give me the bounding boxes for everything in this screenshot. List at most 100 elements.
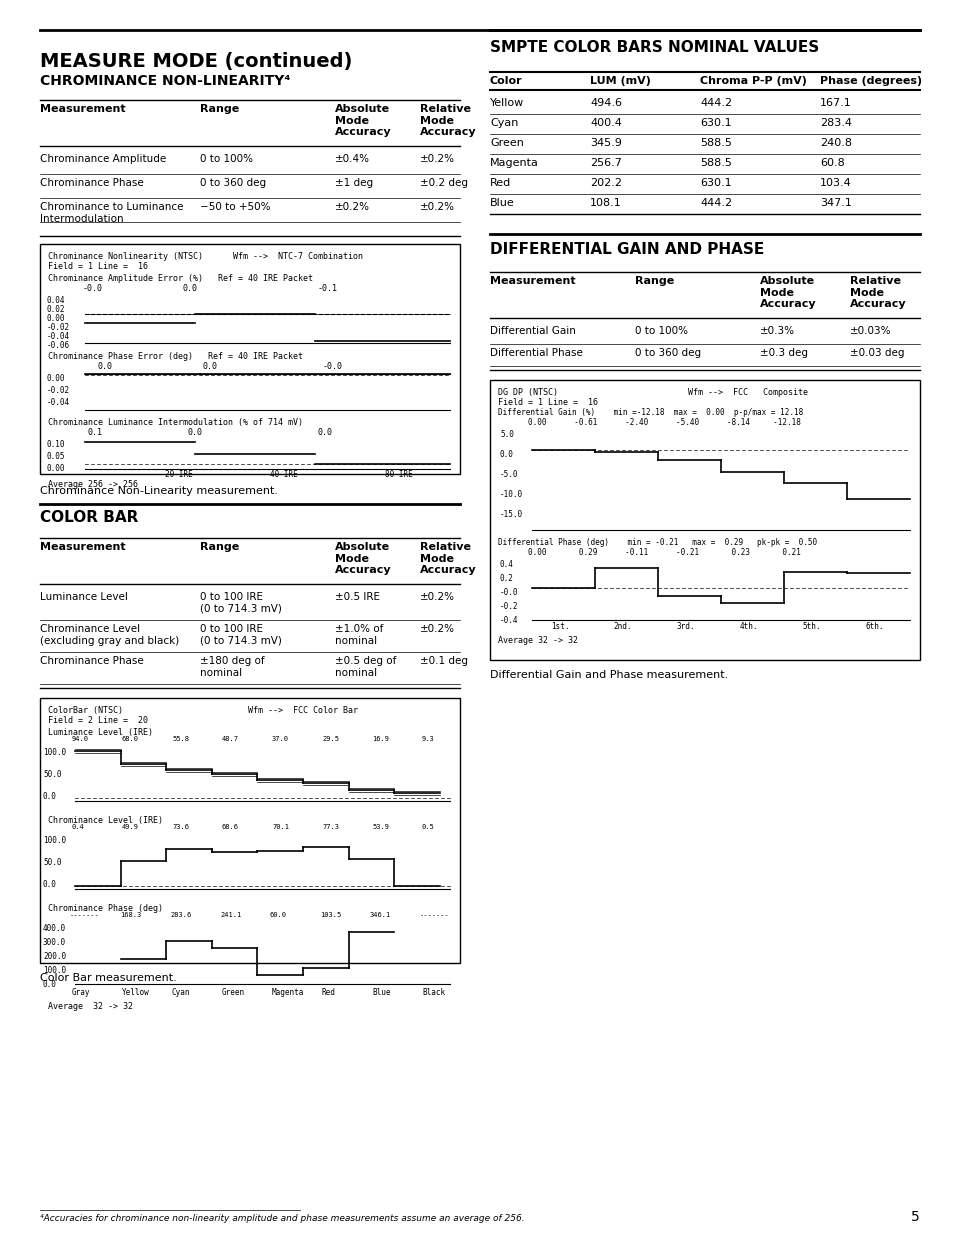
Text: 68.6: 68.6: [222, 824, 239, 830]
Text: Green: Green: [222, 988, 245, 997]
Text: 0.00       0.29      -0.11      -0.21       0.23       0.21: 0.00 0.29 -0.11 -0.21 0.23 0.21: [527, 548, 800, 557]
Text: ±0.3%: ±0.3%: [760, 326, 794, 336]
Text: ±0.03 deg: ±0.03 deg: [849, 348, 903, 358]
Text: MEASURE MODE (continued): MEASURE MODE (continued): [40, 52, 352, 70]
Text: ±0.2 deg: ±0.2 deg: [419, 178, 468, 188]
Text: 0 to 100%: 0 to 100%: [635, 326, 687, 336]
Text: ±0.3 deg: ±0.3 deg: [760, 348, 807, 358]
Text: Chrominance to Luminance
Intermodulation: Chrominance to Luminance Intermodulation: [40, 203, 183, 224]
Text: ±0.2%: ±0.2%: [419, 624, 455, 634]
Text: Red: Red: [322, 988, 335, 997]
Text: 0.0: 0.0: [317, 429, 333, 437]
Text: ±0.5 IRE: ±0.5 IRE: [335, 592, 379, 601]
Text: Red: Red: [490, 178, 511, 188]
Text: Relative
Mode
Accuracy: Relative Mode Accuracy: [419, 104, 476, 137]
Text: Chroma P-P (mV): Chroma P-P (mV): [700, 77, 806, 86]
Text: Differential Gain (%)    min =-12.18  max =  0.00  p-p/max = 12.18: Differential Gain (%) min =-12.18 max = …: [497, 408, 802, 417]
Text: Average  32 -> 32: Average 32 -> 32: [48, 1002, 132, 1011]
Text: 444.2: 444.2: [700, 98, 731, 107]
Text: 0.2: 0.2: [499, 574, 514, 583]
Text: Blue: Blue: [372, 988, 390, 997]
Text: -0.2: -0.2: [499, 601, 518, 611]
Text: 5.0: 5.0: [499, 430, 514, 438]
Text: 300.0: 300.0: [43, 939, 66, 947]
Text: 103.5: 103.5: [319, 911, 341, 918]
Text: 2nd.: 2nd.: [614, 622, 632, 631]
Text: Luminance Level (IRE): Luminance Level (IRE): [48, 727, 152, 737]
Text: 0.4: 0.4: [499, 559, 514, 569]
Text: 5th.: 5th.: [802, 622, 821, 631]
Text: 16.9: 16.9: [372, 736, 389, 742]
Text: 20 IRE: 20 IRE: [165, 471, 193, 479]
Text: 48.7: 48.7: [222, 736, 239, 742]
Text: 588.5: 588.5: [700, 138, 731, 148]
Text: -0.04: -0.04: [47, 398, 71, 408]
Text: -------: -------: [70, 911, 100, 918]
Text: 103.4: 103.4: [820, 178, 851, 188]
Text: Wfm -->  NTC-7 Combination: Wfm --> NTC-7 Combination: [233, 252, 363, 261]
Text: 80 IRE: 80 IRE: [385, 471, 413, 479]
Text: 37.0: 37.0: [272, 736, 289, 742]
Text: Differential Gain: Differential Gain: [490, 326, 576, 336]
Text: 9.3: 9.3: [421, 736, 435, 742]
Text: 0 to 100 IRE
(0 to 714.3 mV): 0 to 100 IRE (0 to 714.3 mV): [200, 592, 281, 614]
Text: -0.02: -0.02: [47, 387, 71, 395]
Text: 444.2: 444.2: [700, 198, 731, 207]
Text: Chrominance Luminance Intermodulation (% of 714 mV): Chrominance Luminance Intermodulation (%…: [48, 417, 303, 427]
Text: 73.6: 73.6: [172, 824, 189, 830]
Text: 0.00: 0.00: [47, 464, 66, 473]
Text: 50.0: 50.0: [43, 858, 61, 867]
Text: -0.4: -0.4: [499, 616, 518, 625]
Text: 0.05: 0.05: [47, 452, 66, 461]
Text: ±1.0% of
nominal: ±1.0% of nominal: [335, 624, 383, 646]
Text: 0.02: 0.02: [47, 305, 66, 314]
Text: 0.0: 0.0: [183, 284, 198, 293]
Text: ±0.2%: ±0.2%: [419, 154, 455, 164]
Text: ±0.03%: ±0.03%: [849, 326, 890, 336]
Text: Wfm -->  FCC Color Bar: Wfm --> FCC Color Bar: [248, 706, 357, 715]
Text: -15.0: -15.0: [499, 510, 522, 519]
Text: -0.04: -0.04: [47, 332, 71, 341]
Text: Chrominance Amplitude: Chrominance Amplitude: [40, 154, 166, 164]
Text: 0.5: 0.5: [421, 824, 435, 830]
Text: Field = 1 Line =  16: Field = 1 Line = 16: [497, 398, 598, 408]
Text: COLOR BAR: COLOR BAR: [40, 510, 138, 525]
Text: Magenta: Magenta: [490, 158, 538, 168]
Text: 400.0: 400.0: [43, 924, 66, 932]
Text: Chrominance Non-Linearity measurement.: Chrominance Non-Linearity measurement.: [40, 487, 277, 496]
Text: 55.8: 55.8: [172, 736, 189, 742]
Text: -------: -------: [419, 911, 449, 918]
Text: ±0.4%: ±0.4%: [335, 154, 370, 164]
Text: -0.02: -0.02: [47, 324, 71, 332]
Text: 494.6: 494.6: [589, 98, 621, 107]
Text: Chrominance Level
(excluding gray and black): Chrominance Level (excluding gray and bl…: [40, 624, 179, 646]
Text: DG DP (NTSC): DG DP (NTSC): [497, 388, 558, 396]
Text: 630.1: 630.1: [700, 178, 731, 188]
Text: Differential Phase (deg)    min = -0.21   max =  0.29   pk-pk =  0.50: Differential Phase (deg) min = -0.21 max…: [497, 538, 817, 547]
Text: Absolute
Mode
Accuracy: Absolute Mode Accuracy: [335, 542, 392, 576]
Text: Gray: Gray: [71, 988, 91, 997]
Text: 241.1: 241.1: [220, 911, 241, 918]
Text: Cyan: Cyan: [172, 988, 191, 997]
Text: 108.1: 108.1: [589, 198, 621, 207]
Text: 0.0: 0.0: [203, 362, 218, 370]
Text: Chrominance Phase: Chrominance Phase: [40, 656, 144, 666]
Text: 200.0: 200.0: [43, 952, 66, 961]
Text: 283.6: 283.6: [170, 911, 191, 918]
Text: -0.06: -0.06: [47, 341, 71, 350]
Text: ColorBar (NTSC): ColorBar (NTSC): [48, 706, 123, 715]
FancyBboxPatch shape: [40, 245, 459, 474]
Text: Blue: Blue: [490, 198, 515, 207]
Text: -10.0: -10.0: [499, 490, 522, 499]
Text: 5: 5: [910, 1210, 919, 1224]
Text: 347.1: 347.1: [820, 198, 851, 207]
Text: Measurement: Measurement: [490, 275, 575, 287]
Text: Measurement: Measurement: [40, 104, 126, 114]
Text: 3rd.: 3rd.: [677, 622, 695, 631]
Text: ±0.5 deg of
nominal: ±0.5 deg of nominal: [335, 656, 395, 678]
Text: 0.0: 0.0: [499, 450, 514, 459]
Text: Wfm -->  FCC   Composite: Wfm --> FCC Composite: [687, 388, 807, 396]
Text: 0 to 100%: 0 to 100%: [200, 154, 253, 164]
Text: Chrominance Phase: Chrominance Phase: [40, 178, 144, 188]
Text: 100.0: 100.0: [43, 836, 66, 845]
